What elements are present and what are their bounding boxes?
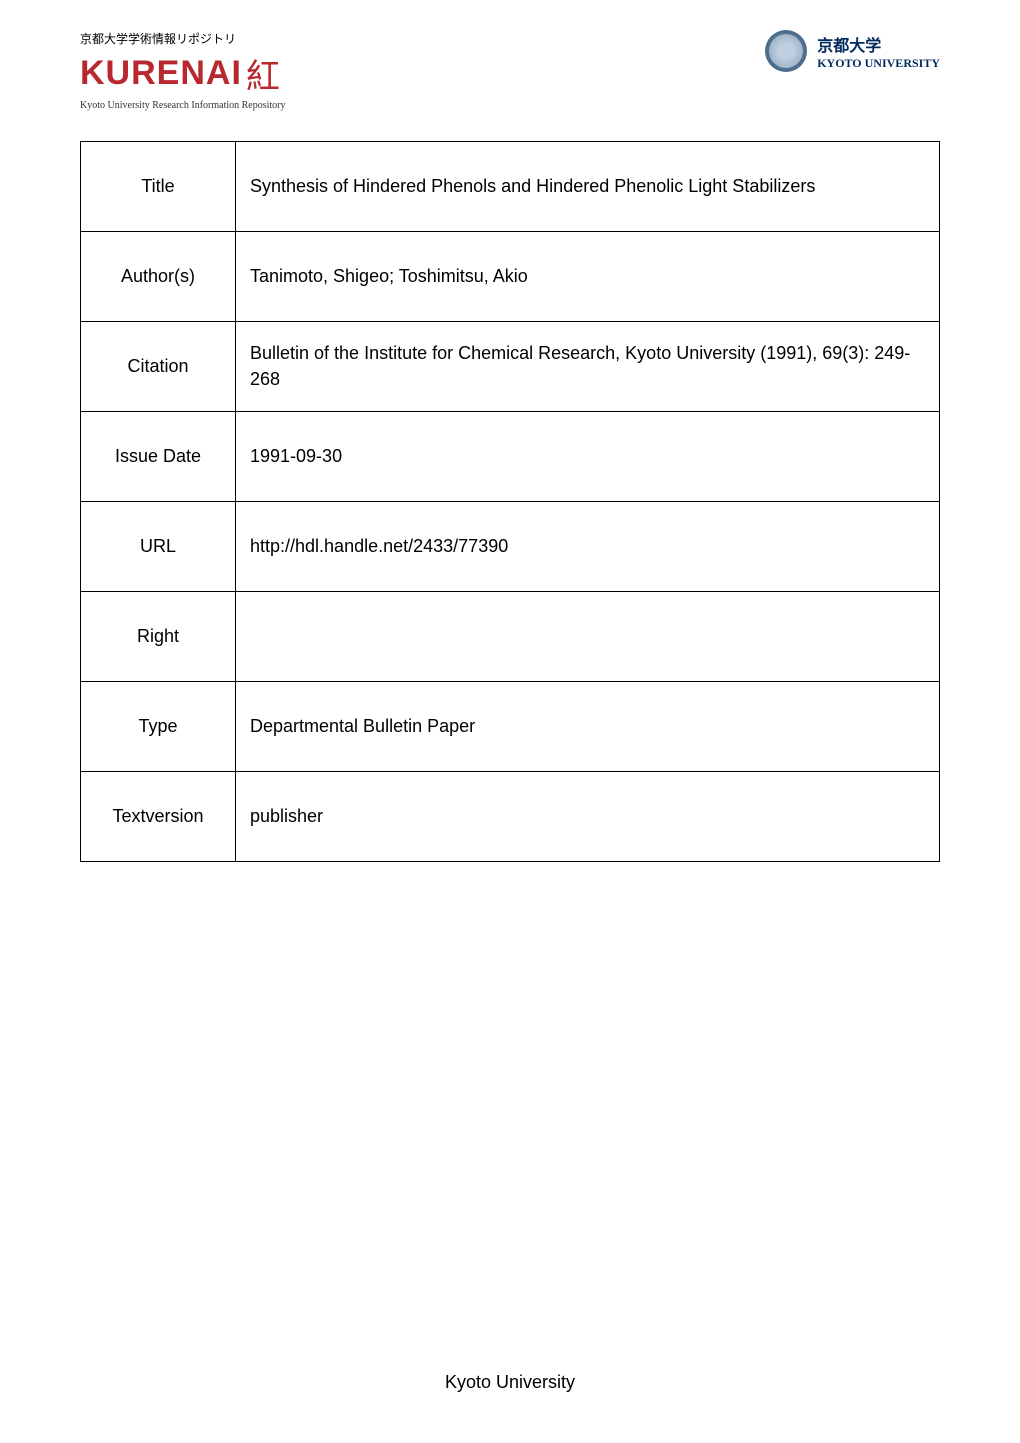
- kyoto-university-en: KYOTO UNIVERSITY: [817, 56, 940, 71]
- table-row: Title Synthesis of Hindered Phenols and …: [81, 142, 940, 232]
- kyoto-university-jp: 京都大学: [817, 32, 940, 56]
- university-seal-icon: [765, 30, 807, 72]
- metadata-table: Title Synthesis of Hindered Phenols and …: [80, 141, 940, 862]
- kurenai-logo-main: KURENAI 紅: [80, 49, 286, 98]
- label-textversion: Textversion: [81, 772, 236, 862]
- value-right: [236, 592, 940, 682]
- page-header: 京都大学学術情報リポジトリ KURENAI 紅 Kyoto University…: [0, 0, 1020, 121]
- table-row: URL http://hdl.handle.net/2433/77390: [81, 502, 940, 592]
- label-citation: Citation: [81, 322, 236, 412]
- table-row: Right: [81, 592, 940, 682]
- label-url: URL: [81, 502, 236, 592]
- value-type: Departmental Bulletin Paper: [236, 682, 940, 772]
- value-url: http://hdl.handle.net/2433/77390: [236, 502, 940, 592]
- kurenai-logo-sub: Kyoto University Research Information Re…: [80, 100, 286, 111]
- kurenai-kanji: 紅: [246, 49, 280, 98]
- label-author: Author(s): [81, 232, 236, 322]
- table-row: Textversion publisher: [81, 772, 940, 862]
- label-issue-date: Issue Date: [81, 412, 236, 502]
- kyoto-university-text: 京都大学 KYOTO UNIVERSITY: [817, 32, 940, 71]
- label-right: Right: [81, 592, 236, 682]
- table-row: Author(s) Tanimoto, Shigeo; Toshimitsu, …: [81, 232, 940, 322]
- kurenai-text: KURENAI: [80, 54, 242, 93]
- value-issue-date: 1991-09-30: [236, 412, 940, 502]
- value-title: Synthesis of Hindered Phenols and Hinder…: [236, 142, 940, 232]
- table-row: Issue Date 1991-09-30: [81, 412, 940, 502]
- label-type: Type: [81, 682, 236, 772]
- value-textversion: publisher: [236, 772, 940, 862]
- kyoto-university-logo: 京都大学 KYOTO UNIVERSITY: [765, 30, 940, 72]
- value-author: Tanimoto, Shigeo; Toshimitsu, Akio: [236, 232, 940, 322]
- value-citation: Bulletin of the Institute for Chemical R…: [236, 322, 940, 412]
- kurenai-logo: 京都大学学術情報リポジトリ KURENAI 紅 Kyoto University…: [80, 30, 286, 111]
- table-row: Citation Bulletin of the Institute for C…: [81, 322, 940, 412]
- table-row: Type Departmental Bulletin Paper: [81, 682, 940, 772]
- kurenai-logo-jp: 京都大学学術情報リポジトリ: [80, 30, 286, 47]
- page-footer: Kyoto University: [0, 1372, 1020, 1393]
- label-title: Title: [81, 142, 236, 232]
